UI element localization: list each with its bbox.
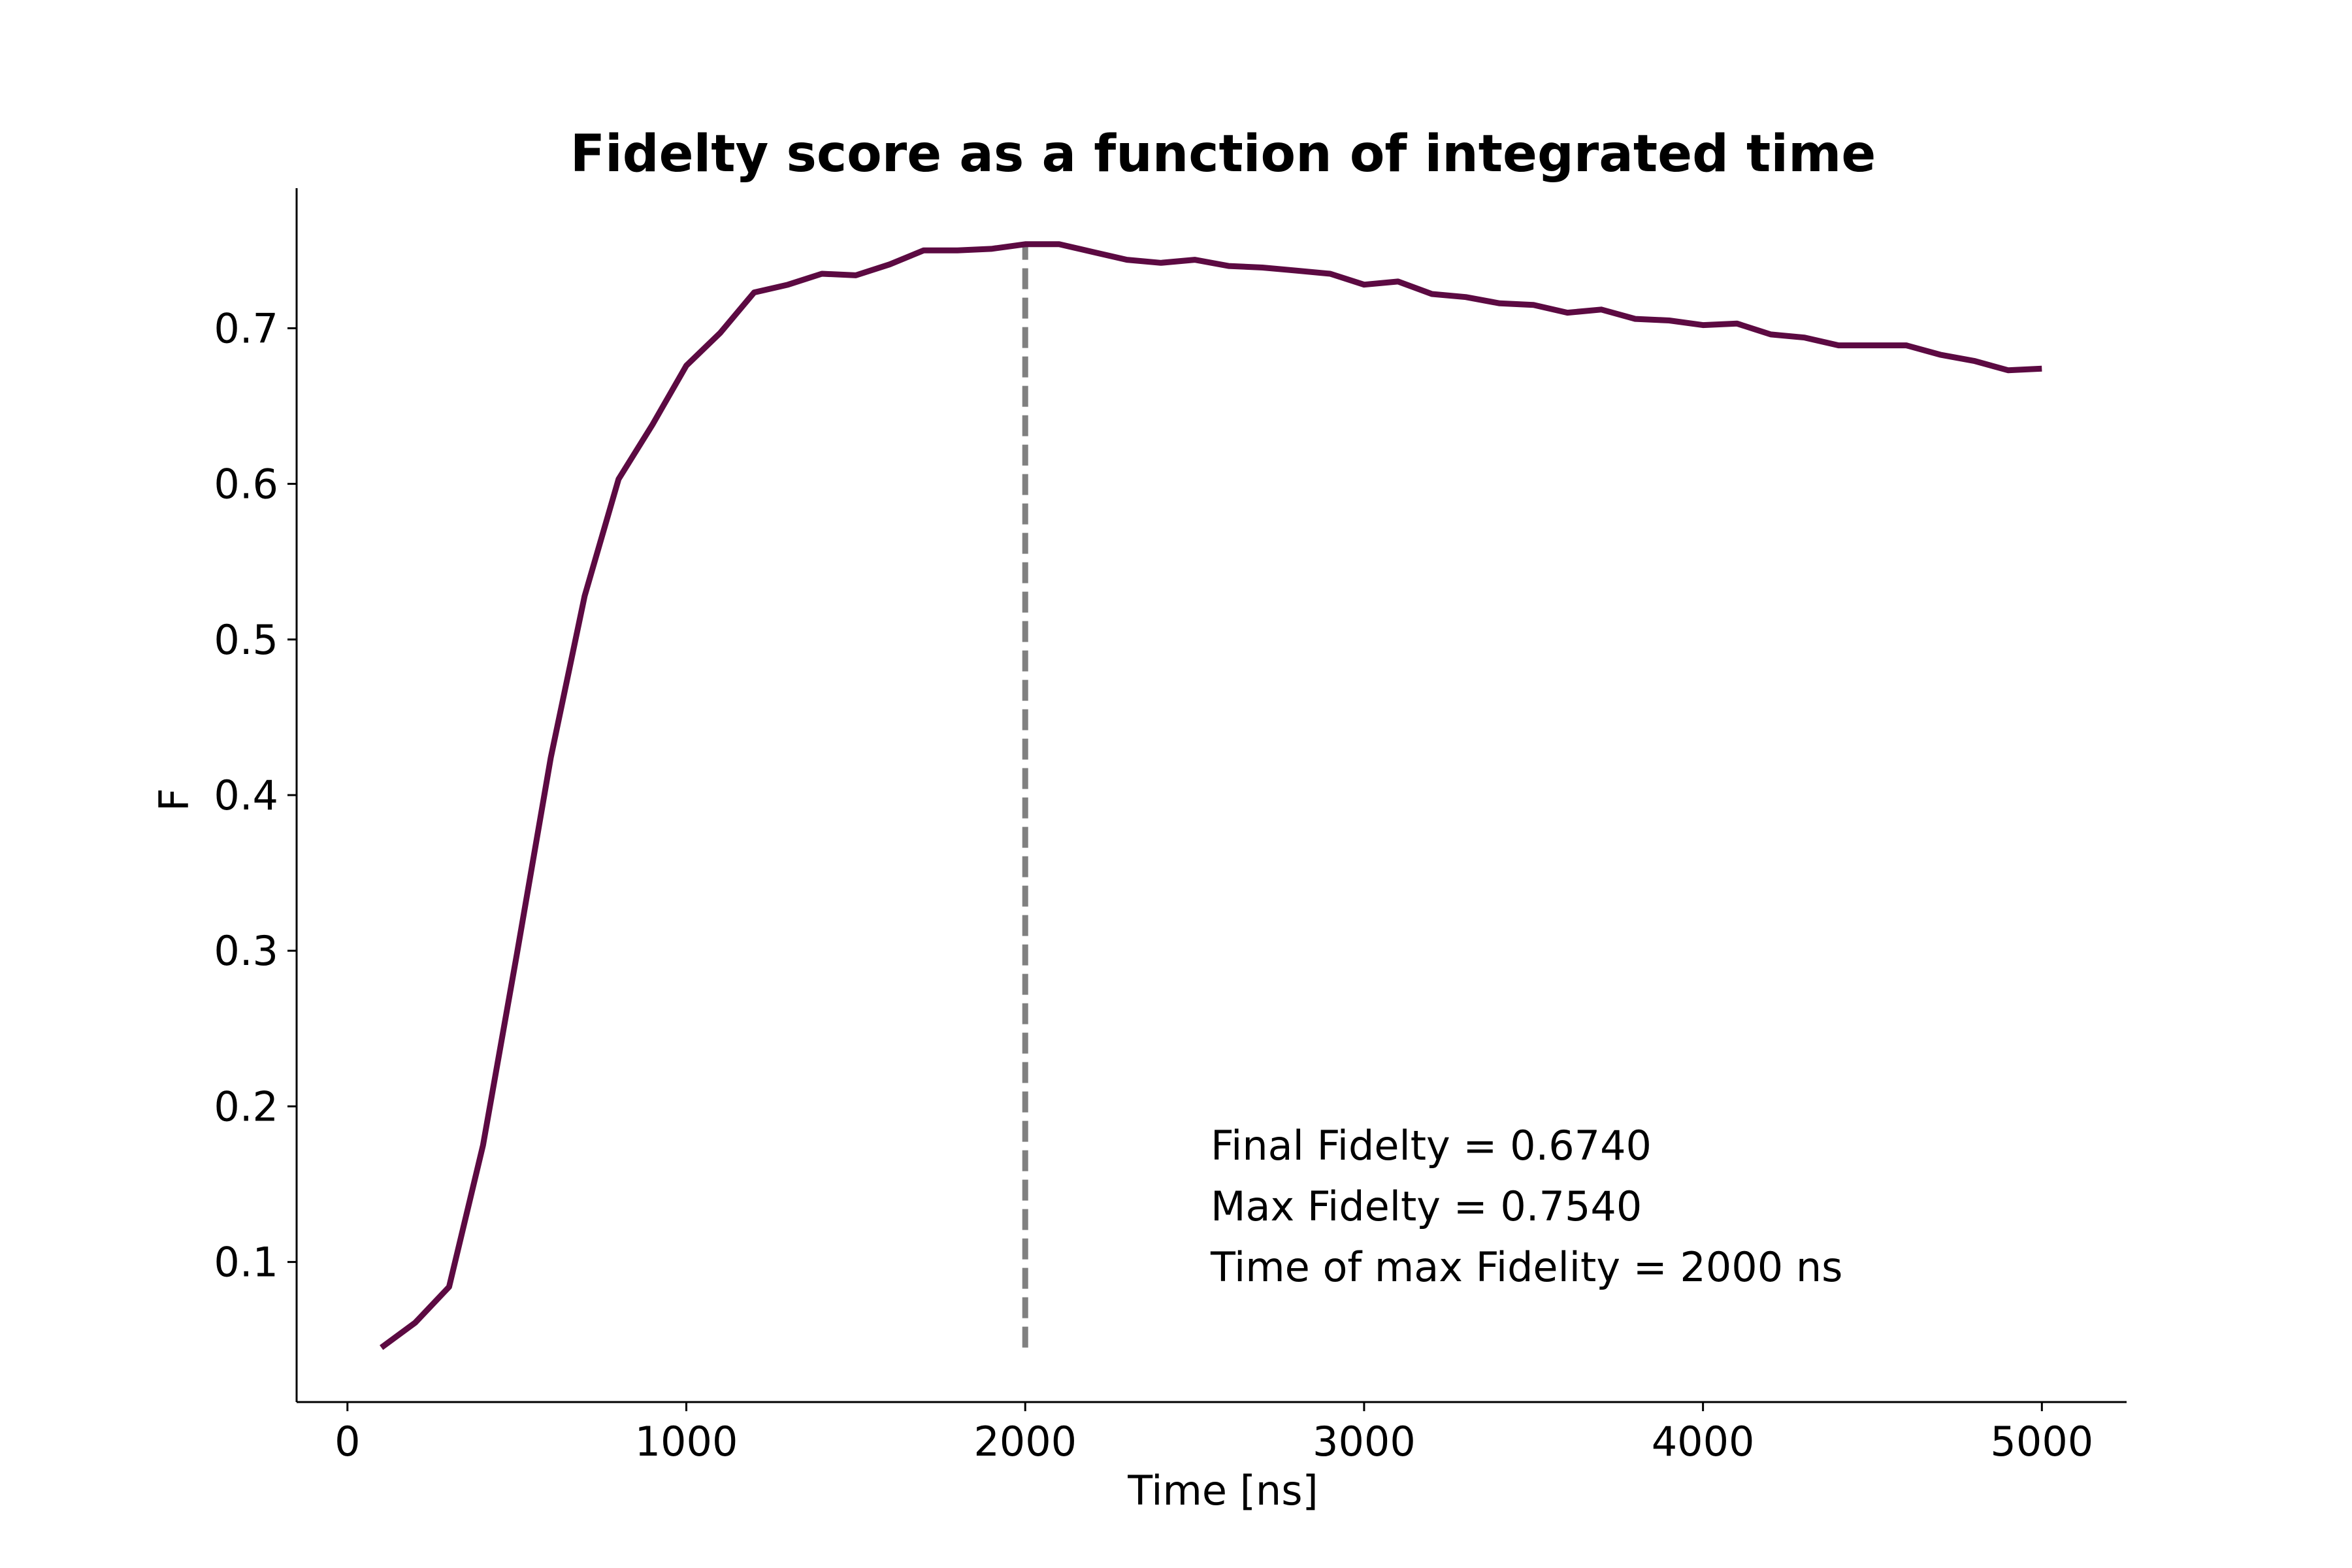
y-tick-label: 0.6 [214,461,278,508]
final-fidelity-annotation: Final Fidelty = 0.6740 [1211,1122,1652,1169]
annotation-box: Final Fidelty = 0.6740 Max Fidelty = 0.7… [1210,1122,1842,1291]
x-tick-label: 4000 [1652,1418,1755,1465]
y-tick-label: 0.4 [214,772,278,819]
y-tick-label: 0.3 [214,927,278,975]
x-tick-label: 3000 [1313,1418,1416,1465]
chart-title: Fidelty score as a function of integrate… [570,125,1876,184]
x-ticks: 0 1000 2000 3000 4000 5000 [335,1402,2093,1465]
y-ticks: 0.1 0.2 0.3 0.4 0.5 0.6 0.7 [214,304,297,1286]
y-tick-label: 0.5 [214,616,278,664]
y-tick-label: 0.7 [214,304,278,352]
y-tick-label: 0.1 [214,1239,278,1286]
fidelity-series-line [380,241,2042,1350]
x-tick-label: 5000 [1990,1418,2093,1465]
y-tick-label: 0.2 [214,1083,278,1130]
max-fidelity-annotation: Max Fidelty = 0.7540 [1211,1183,1642,1230]
plot-area: 0 1000 2000 3000 4000 5000 0.1 0.2 0.3 0.4 0.5 0.6… [214,188,2127,1465]
x-tick-label: 0 [335,1418,360,1465]
y-axis-label: F [150,788,198,811]
x-tick-label: 1000 [635,1418,738,1465]
time-of-max-annotation: Time of max Fidelity = 2000 ns [1210,1243,1842,1291]
x-tick-label: 2000 [973,1418,1077,1465]
x-axis-label: Time [ns] [1127,1467,1318,1514]
